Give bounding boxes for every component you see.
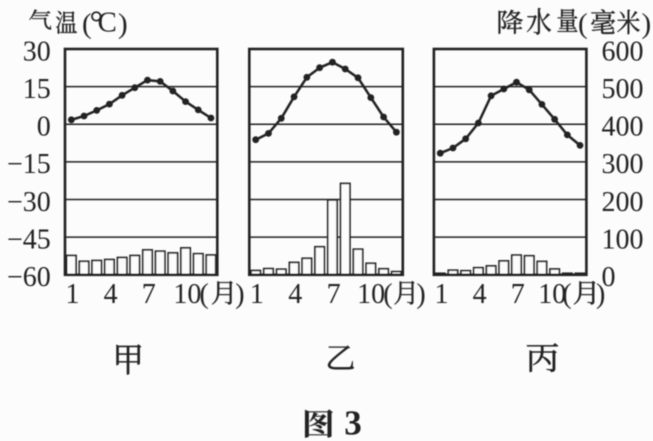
svg-text:10: 10 [173,279,201,310]
svg-text:4: 4 [104,279,118,310]
svg-text:7: 7 [327,279,341,310]
svg-text:(: ( [199,279,208,310]
svg-text:4: 4 [473,279,487,310]
svg-text:30: 30 [23,36,51,67]
svg-text:3: 3 [344,404,362,441]
svg-text:(: ( [82,8,92,40]
svg-text:): ) [118,8,128,40]
svg-text:10: 10 [538,279,566,310]
svg-text:15: 15 [23,74,51,105]
svg-text:−45: −45 [7,224,51,255]
svg-text:600: 600 [602,36,644,67]
svg-text:(: ( [578,8,588,40]
svg-text:500: 500 [602,74,644,105]
svg-text:1: 1 [250,279,264,310]
svg-text:400: 400 [602,112,644,143]
svg-text:): ) [596,279,605,310]
svg-text:1: 1 [66,279,80,310]
svg-text:−30: −30 [7,187,51,218]
svg-text:100: 100 [602,224,644,255]
svg-text:): ) [642,8,652,40]
svg-text:(: ( [562,279,571,310]
svg-text:0: 0 [602,262,616,293]
svg-text:): ) [235,279,244,310]
svg-text:7: 7 [511,279,525,310]
svg-text:200: 200 [602,187,644,218]
svg-text:(: ( [383,279,392,310]
svg-text:7: 7 [142,279,156,310]
svg-text:−15: −15 [7,149,51,180]
svg-text:10: 10 [357,279,385,310]
svg-text:−60: −60 [7,262,51,293]
svg-text:300: 300 [602,149,644,180]
svg-text:C: C [98,7,117,39]
svg-text:1: 1 [434,279,448,310]
svg-text:4: 4 [288,279,302,310]
svg-text:0: 0 [37,112,51,143]
svg-text:): ) [416,279,425,310]
svg-text:°: ° [90,5,104,42]
